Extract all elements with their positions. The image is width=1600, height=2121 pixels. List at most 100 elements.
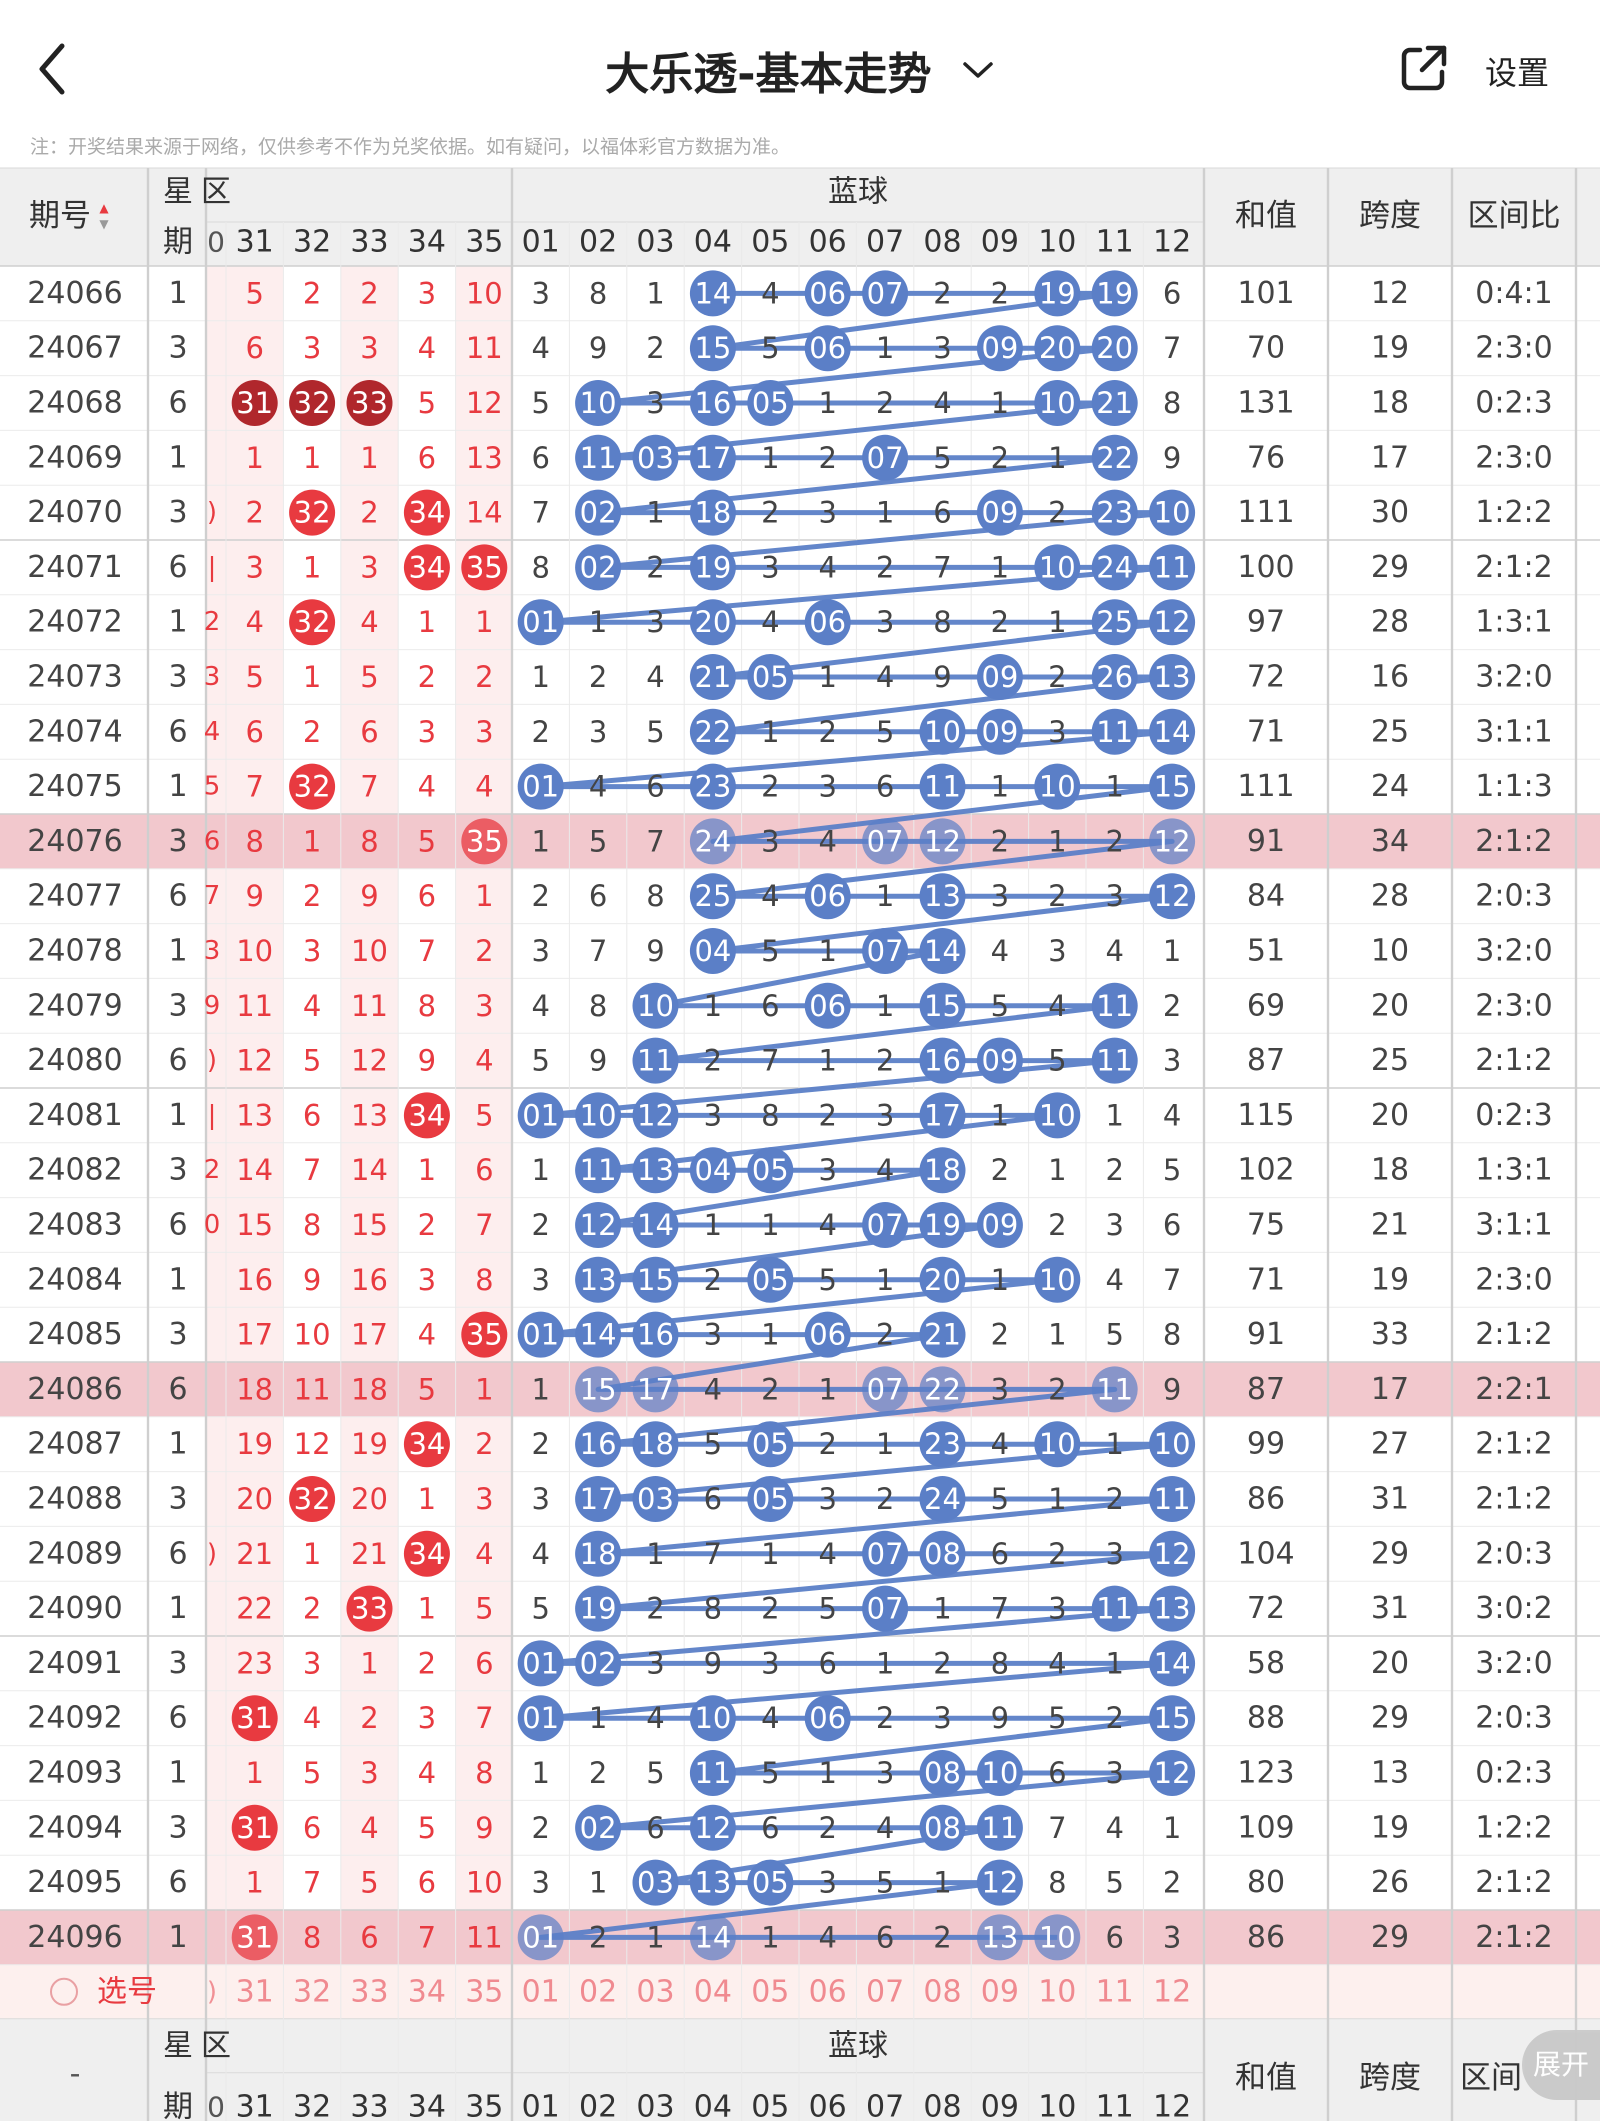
back-column-header: 02 [579, 225, 617, 260]
sort-desc-icon[interactable]: ▼ [99, 217, 109, 231]
back-miss-count: 4 [876, 1153, 894, 1187]
front-miss-count: 14 [351, 1153, 388, 1187]
column-header-weekday: 期 [163, 225, 193, 260]
back-hit-number: 11 [1096, 1372, 1133, 1406]
chevron-left-icon[interactable] [30, 38, 76, 100]
back-hit-number: 22 [694, 715, 731, 749]
pick-front-number[interactable]: 35 [465, 1974, 503, 2009]
back-miss-count: 2 [1048, 1372, 1066, 1406]
back-hit-number: 01 [522, 1646, 559, 1680]
back-hit-ball [1034, 763, 1081, 810]
front-hit-number: 35 [466, 824, 503, 858]
footer-issue-placeholder: - [70, 2056, 81, 2091]
weekday-cell: 3 [168, 988, 187, 1023]
front-hit-ball [289, 380, 336, 426]
back-hit-ball [575, 1640, 622, 1687]
back-hit-number: 12 [1154, 824, 1191, 858]
pick-label[interactable]: 选号 [97, 1974, 157, 2009]
back-hit-number: 11 [1154, 550, 1191, 584]
weekday-cell: 1 [168, 276, 187, 311]
back-hit-number: 16 [637, 1318, 674, 1352]
back-miss-count: 2 [589, 1756, 607, 1790]
footer-back-column-header: 02 [579, 2089, 617, 2121]
pick-back-number[interactable]: 03 [636, 1974, 674, 2009]
back-miss-count: 3 [1105, 1756, 1123, 1790]
front-miss-count: 3 [475, 1482, 493, 1516]
back-miss-count: 3 [704, 1098, 722, 1132]
pick-front-number[interactable]: 32 [293, 1974, 331, 2009]
back-hit-number: 10 [580, 386, 617, 420]
front-miss-count: 14 [466, 496, 503, 530]
pick-back-number[interactable]: 01 [522, 1974, 560, 2009]
pick-back-number[interactable]: 02 [579, 1974, 617, 2009]
back-hit-ball [1091, 325, 1138, 372]
back-miss-count: 3 [646, 605, 664, 639]
pick-back-number[interactable]: 09 [981, 1974, 1019, 2009]
back-miss-count: 4 [761, 879, 779, 913]
pick-back-number[interactable]: 12 [1153, 1974, 1191, 2009]
pick-back-number[interactable]: 04 [694, 1974, 732, 2009]
front-clip-cell: 3 [204, 662, 221, 692]
pick-back-number[interactable]: 07 [866, 1974, 904, 2009]
back-hit-ball [1091, 1366, 1138, 1413]
pick-front-number[interactable]: 33 [350, 1974, 388, 2009]
back-hit-ball [919, 1750, 966, 1796]
front-miss-count: 8 [360, 824, 378, 858]
back-hit-number: 11 [1096, 715, 1133, 749]
back-miss-count: 4 [818, 824, 836, 858]
front-miss-count: 3 [360, 1756, 378, 1790]
weekday-cell: 3 [168, 824, 187, 859]
back-miss-count: 2 [1048, 879, 1066, 913]
back-column-header: 09 [981, 225, 1019, 260]
settings-button[interactable]: 设置 [1485, 54, 1550, 92]
back-miss-count: 2 [876, 1701, 894, 1735]
pick-back-number[interactable]: 05 [751, 1974, 789, 2009]
pick-back-number[interactable]: 08 [923, 1974, 961, 2009]
back-hit-number: 06 [809, 989, 846, 1023]
back-hit-number: 23 [1096, 496, 1133, 530]
back-hit-ball [747, 1476, 794, 1522]
column-header-issue[interactable]: 期号 [29, 198, 91, 234]
back-hit-number: 11 [694, 1756, 731, 1790]
front-miss-count: 3 [418, 276, 436, 310]
front-miss-count: 3 [418, 1263, 436, 1297]
pick-back-number[interactable]: 06 [809, 1974, 847, 2009]
ratio-cell: 2:1:2 [1475, 550, 1552, 585]
footer-front-column-header: 33 [350, 2089, 388, 2121]
back-hit-number: 03 [637, 1866, 674, 1900]
front-miss-count: 17 [236, 1318, 273, 1352]
back-hit-ball [919, 1092, 966, 1139]
front-hit-number: 34 [408, 1537, 445, 1571]
weekday-cell: 3 [168, 1153, 187, 1188]
back-miss-count: 1 [991, 1098, 1009, 1132]
pick-clip-number[interactable]: ) [207, 1977, 217, 2007]
issue-cell: 24078 [27, 934, 122, 969]
page-title[interactable]: 大乐透-基本走势 [0, 38, 1600, 102]
pick-radio[interactable] [50, 1977, 78, 2006]
back-miss-count: 6 [933, 496, 951, 530]
back-hit-ball [804, 1311, 851, 1358]
expand-button[interactable]: 展开 [1522, 2030, 1600, 2100]
back-hit-ball [976, 325, 1023, 372]
back-miss-count: 1 [1048, 1482, 1066, 1516]
pick-back-number[interactable]: 11 [1096, 1974, 1134, 2009]
back-miss-count: 1 [876, 1646, 894, 1680]
ratio-cell: 0:2:3 [1475, 1098, 1552, 1133]
pick-back-number[interactable]: 10 [1038, 1974, 1076, 2009]
share-icon[interactable] [1398, 42, 1450, 94]
front-miss-count: 2 [475, 1427, 493, 1461]
front-hit-ball [461, 544, 508, 591]
front-miss-count: 1 [303, 1537, 321, 1571]
span-cell: 19 [1371, 331, 1409, 366]
back-miss-count: 8 [1048, 1866, 1066, 1900]
weekday-cell: 6 [168, 550, 187, 585]
pick-front-number[interactable]: 34 [408, 1974, 446, 2009]
back-hit-ball [689, 654, 736, 700]
pick-front-number[interactable]: 31 [236, 1974, 274, 2009]
back-hit-ball [1149, 1695, 1196, 1742]
back-hit-ball [919, 1530, 966, 1577]
back-miss-count: 6 [646, 1811, 664, 1845]
span-cell: 10 [1371, 934, 1409, 969]
front-miss-count: 6 [245, 331, 263, 365]
sort-asc-icon[interactable]: ▲ [99, 201, 109, 215]
